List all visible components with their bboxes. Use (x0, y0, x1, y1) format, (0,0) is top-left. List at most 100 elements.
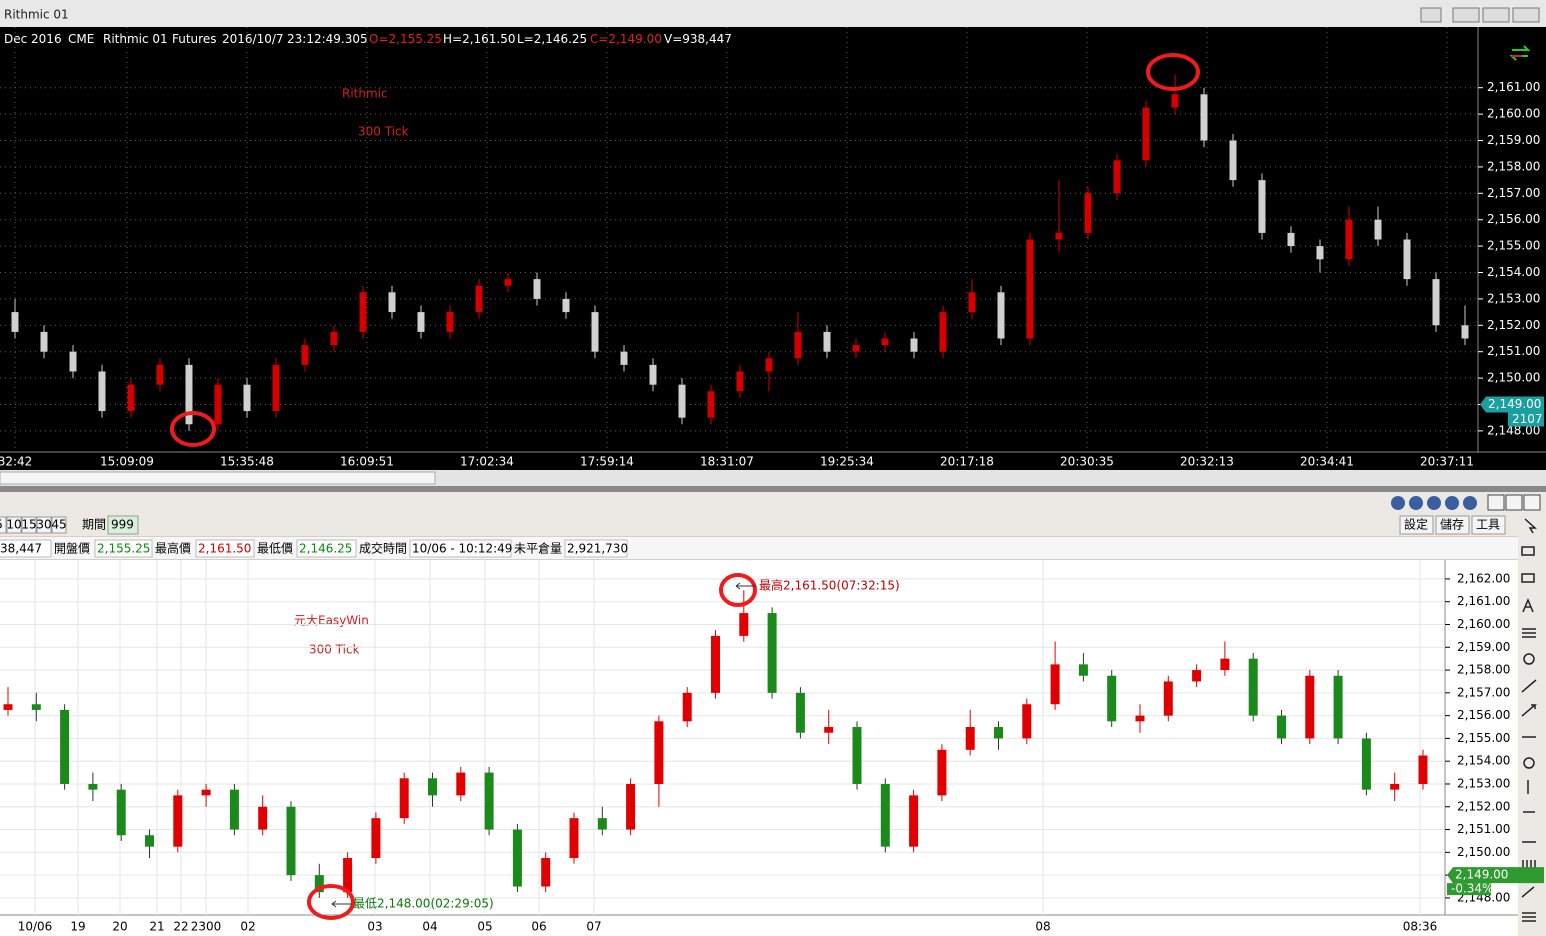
tool-button[interactable] (1435, 515, 1470, 535)
price-tag-label: 2,149.00 (1455, 868, 1508, 882)
info: CME (68, 32, 94, 46)
y-tick-label: 2,150.00 (1457, 845, 1510, 859)
candle-body (475, 285, 483, 313)
volume-tag-label: 2107 (1512, 412, 1543, 426)
candle-body (512, 829, 522, 887)
candle-body (765, 358, 773, 372)
candle-body (314, 875, 324, 893)
y-tick-label: 2,162.00 (1457, 571, 1510, 585)
info: Futures (172, 32, 216, 46)
y-tick-label: 2,156.00 (1457, 708, 1510, 722)
info: 23:12:49.305 (287, 32, 368, 46)
candle-body (1078, 664, 1088, 676)
info-box (296, 539, 357, 558)
candle-body (1135, 715, 1145, 722)
candle-body (1461, 325, 1469, 339)
x-tick-label: 18:31:07 (700, 455, 754, 469)
candle-body (69, 351, 77, 372)
candle-body (965, 727, 975, 750)
annotation: 元大EasyWin (294, 614, 369, 628)
period-button[interactable] (36, 516, 52, 534)
y-tick-label: 2,158.00 (1487, 159, 1540, 173)
periods: 510153045 (0, 516, 67, 534)
info-box (564, 539, 628, 558)
candle-body (707, 391, 715, 418)
title-icons[interactable] (1391, 496, 1477, 510)
x-tick-label: 06 (531, 920, 546, 934)
candle-body (620, 351, 628, 365)
candle-body (767, 613, 777, 693)
x-tick-label: 22 (173, 920, 188, 934)
period-button[interactable] (21, 516, 37, 534)
candle-body (456, 772, 466, 796)
info-row (0, 537, 1518, 559)
candle-body (1050, 664, 1060, 705)
candle-body (229, 789, 239, 830)
info-text: 成交時間 (359, 541, 407, 556)
period-value: 999 (111, 518, 134, 532)
bottom-chart-background (0, 560, 1518, 936)
candle-body (939, 312, 947, 352)
candle-body (1142, 107, 1150, 161)
chart-background (0, 27, 1546, 470)
window-buttons[interactable] (1420, 7, 1540, 23)
candle-body (852, 727, 862, 784)
x-tick-label: 03 (367, 920, 382, 934)
candle-body (1333, 675, 1343, 739)
charts: 2,148.00 2,149.00 2,150.00 2,151.00 2,152.00… (0, 27, 1544, 934)
period-button[interactable] (51, 516, 67, 534)
candle-body (591, 312, 599, 352)
y-tick-label: 2,158.00 (1457, 663, 1510, 677)
x-tick-label: 15:35:48 (220, 455, 274, 469)
candle-body (243, 384, 251, 412)
candle-body (824, 727, 834, 733)
volume-tag (1508, 412, 1544, 427)
candle-body (301, 345, 309, 365)
candle-body (823, 331, 831, 352)
info-text: 38,447 (0, 542, 42, 556)
period-button[interactable] (6, 516, 22, 534)
splitter[interactable] (0, 486, 1546, 492)
y-tick-label: 2,160.00 (1487, 107, 1540, 121)
x-tick-label: 20 (112, 920, 127, 934)
x-tick-label: 32:42 (0, 455, 32, 469)
x-tick-label: 20:32:13 (1180, 455, 1234, 469)
candle-body (533, 279, 541, 299)
candle-body (994, 727, 1003, 739)
candle-body (562, 298, 570, 313)
annotation: 300 Tick (358, 125, 409, 139)
x-tick-label: 15:09:09 (100, 455, 154, 469)
y-tick-label: 2,152.00 (1487, 318, 1540, 332)
scroll-thumb[interactable] (0, 471, 436, 485)
candle-body (1277, 715, 1286, 739)
tool-button[interactable] (1399, 515, 1434, 535)
tool-icons[interactable] (1521, 518, 1538, 922)
bottom-window-buttons[interactable] (1487, 494, 1541, 511)
period-box[interactable] (107, 515, 139, 535)
price-tag (1480, 396, 1544, 413)
tool-button[interactable] (1471, 515, 1506, 535)
period-button[interactable] (0, 516, 7, 534)
candle-body (711, 635, 720, 693)
candle-body (1084, 193, 1092, 233)
sync-icon[interactable] (1509, 45, 1531, 61)
y-tick-label: 2,160.00 (1457, 617, 1510, 631)
tool-button-text: 設定 (1404, 517, 1428, 532)
header-info: Dec 2016 CME Rithmic 01 Futures 2016/10/… (4, 32, 732, 46)
candle-body (1403, 239, 1411, 280)
candle-body (1248, 658, 1258, 716)
candle-body (185, 364, 193, 425)
y-tick-label: 2,155.00 (1487, 239, 1540, 253)
candle-body (388, 292, 396, 313)
y-tick-label: 2,153.00 (1457, 776, 1510, 790)
x-tick-label: 17:59:14 (580, 455, 634, 469)
candle-body (1418, 755, 1428, 784)
period-text: 10 (6, 518, 21, 532)
candle-body (1200, 94, 1208, 141)
x-tick-label: 16:09:51 (340, 455, 394, 469)
candle-body (1220, 658, 1230, 671)
tool-button-text: 儲存 (1440, 518, 1464, 532)
y-tick-label: 2,148.00 (1487, 423, 1540, 437)
info-box (195, 539, 255, 558)
price-tag-label: 2,149.00 (1488, 397, 1541, 411)
